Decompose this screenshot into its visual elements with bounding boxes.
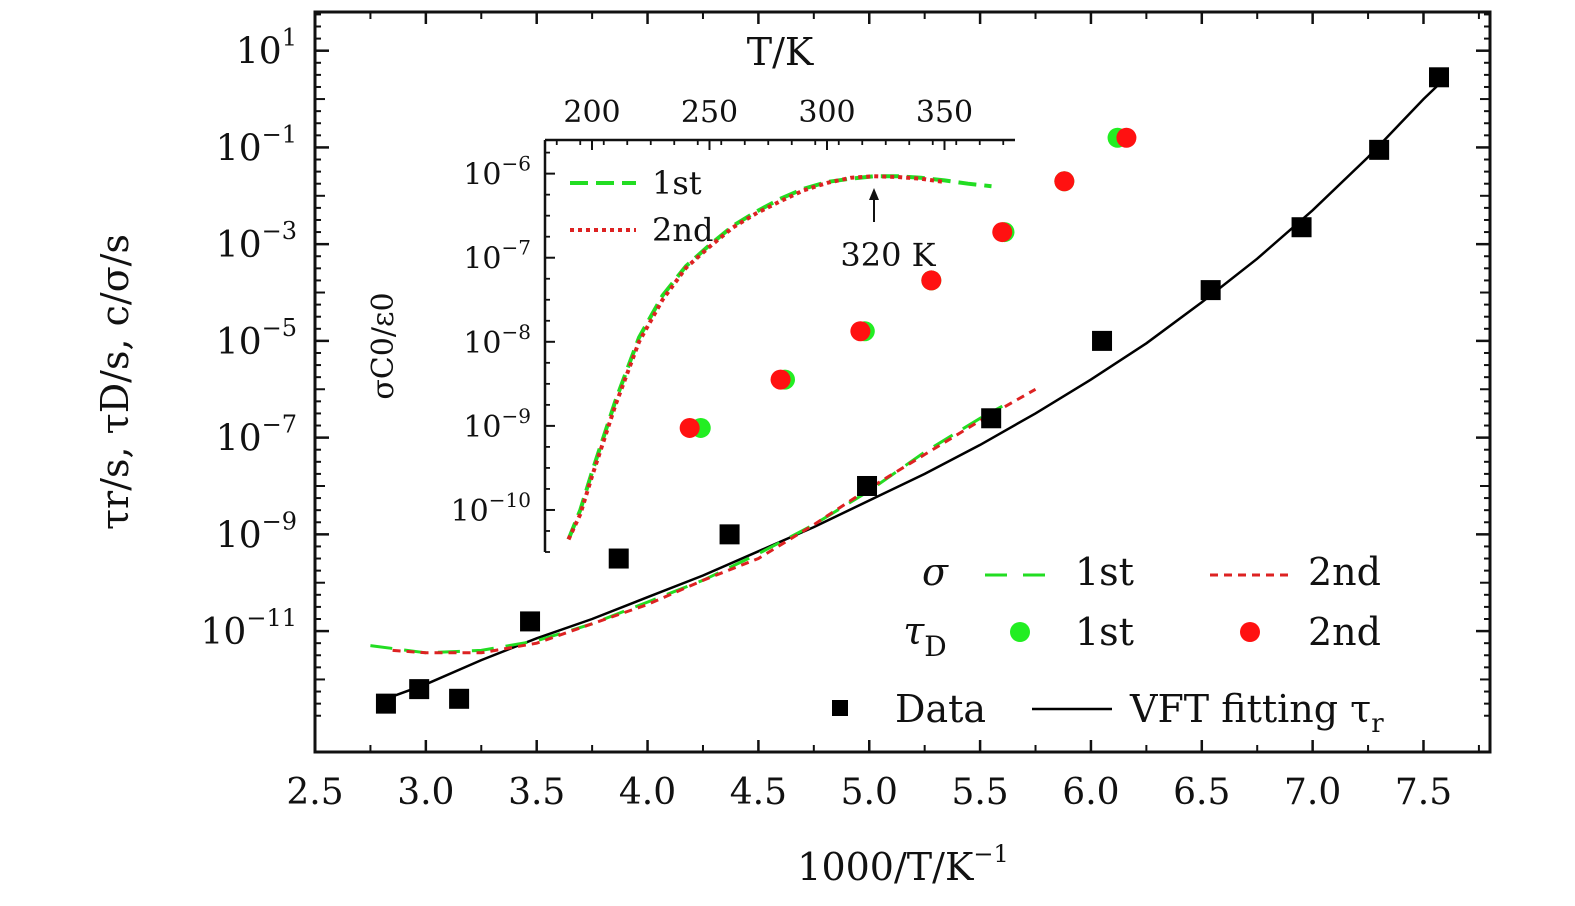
main-plot: 2.5 3.0 3.5 4.0 4.5 5.0 5.5 6.0 6.5 7.0 7.510110−1…	[93, 10, 1492, 889]
data-point-circle	[1054, 171, 1075, 192]
y-tick-exponent: −7	[262, 411, 297, 439]
x-tick-label: 4.0	[619, 772, 676, 813]
inset-annotation-label: 320 K	[840, 236, 936, 274]
inset-x-tick-label: 300	[798, 95, 855, 130]
y-tick-label: 10−5	[216, 314, 297, 363]
y-tick-base: 10	[216, 322, 262, 363]
inset-annotation-arrowhead	[869, 188, 879, 200]
inset-x-axis-label: T/K	[747, 30, 814, 74]
data-point-square	[1369, 139, 1390, 160]
x-tick-label: 4.5	[730, 772, 787, 813]
legend-marker-tauD-1st	[1010, 622, 1030, 642]
y-tick-exponent: −11	[246, 604, 297, 632]
data-point-square	[1429, 67, 1450, 88]
inset-y-tick-label: 10−10	[451, 488, 531, 529]
inset-y-tick-label: 10−8	[463, 320, 531, 361]
data-point-square	[1092, 330, 1113, 351]
x-tick-label: 3.5	[508, 772, 565, 813]
inset-y-tick-label: 10−6	[463, 152, 531, 193]
data-point-circle	[1116, 127, 1137, 148]
x-tick-label: 5.5	[951, 772, 1008, 813]
inset-legend-label-2nd: 2nd	[652, 211, 713, 249]
legend-marker-tauD-2nd	[1240, 622, 1260, 642]
inset-y-axis-label: σC0/ε0	[366, 292, 401, 399]
x-tick-label: 6.0	[1062, 772, 1119, 813]
legend-tau-symbol: τD	[903, 609, 946, 663]
y-tick-label: 10−7	[216, 411, 297, 460]
x-tick-label: 7.0	[1284, 772, 1341, 813]
data-point-square	[1200, 280, 1221, 301]
legend-label-1st: 1st	[1075, 550, 1134, 594]
inset-x-tick-label: 350	[916, 95, 973, 130]
y-tick-base: 10	[216, 515, 262, 556]
inset-x-tick-label: 250	[681, 95, 738, 130]
legend-marker-data	[832, 700, 848, 716]
legend-label-2nd: 2nd	[1308, 550, 1381, 594]
legend-sigma-symbol: σ	[922, 550, 949, 594]
x-tick-label: 3.0	[397, 772, 454, 813]
data-point-square	[719, 524, 740, 545]
x-tick-label: 5.0	[841, 772, 898, 813]
y-tick-label: 10−3	[216, 217, 297, 266]
data-point-circle	[850, 321, 871, 342]
data-point-circle	[770, 369, 791, 390]
data-point-square	[409, 679, 430, 700]
data-point-square	[1291, 217, 1312, 238]
y-tick-base: 10	[236, 32, 282, 73]
y-tick-label: 10−9	[216, 507, 297, 556]
x-tick-label: 6.5	[1173, 772, 1230, 813]
data-point-square	[520, 611, 541, 632]
inset-series-2nd	[566, 174, 945, 541]
data-point-square	[449, 688, 470, 709]
legend-label-1st: 1st	[1075, 610, 1134, 654]
y-tick-base: 10	[216, 419, 262, 460]
legend-label-data: Data	[895, 687, 986, 731]
x-tick-label: 7.5	[1395, 772, 1452, 813]
x-axis-label: 1000/T/K−1	[797, 840, 1008, 889]
inset-x-tick-label: 200	[563, 95, 620, 130]
legend-label-2nd: 2nd	[1308, 610, 1381, 654]
legend-label-vft: VFT fitting τr	[1129, 687, 1384, 739]
y-axis-label: τr/s, τD/s, c/σ/s	[93, 234, 137, 530]
y-tick-exponent: −9	[262, 507, 297, 535]
y-tick-label: 10−11	[201, 604, 297, 653]
data-point-circle	[921, 270, 942, 291]
inset-plot: 200 250 300 350 10−6 10−7 10−8 10−9 10−10 T/K σC0/…	[366, 30, 1015, 553]
y-tick-label: 10−1	[216, 120, 297, 169]
y-tick-exponent: −5	[262, 314, 297, 342]
data-point-square	[981, 408, 1002, 429]
y-tick-base: 10	[216, 128, 262, 169]
inset-legend-label-1st: 1st	[652, 164, 702, 202]
data-point-square	[857, 475, 878, 496]
main-legend: σ 1st 2nd τD 1st 2nd Data VFT fitting τr	[832, 550, 1384, 739]
y-tick-exponent: −3	[262, 217, 297, 245]
main-plot-frame	[313, 10, 1492, 754]
x-tick-label: 2.5	[286, 772, 343, 813]
inset-y-tick-label: 10−9	[463, 404, 531, 445]
y-tick-exponent: −1	[262, 120, 297, 148]
inset-y-tick-label: 10−7	[463, 236, 531, 277]
y-tick-label: 101	[236, 24, 297, 73]
y-tick-exponent: 1	[282, 24, 297, 52]
data-point-circle	[679, 417, 700, 438]
y-tick-base: 10	[201, 612, 247, 653]
data-point-circle	[992, 222, 1013, 243]
series-line-σ-2nd	[392, 387, 1037, 655]
data-point-square	[608, 548, 629, 569]
y-tick-base: 10	[216, 225, 262, 266]
data-point-square	[375, 693, 396, 714]
